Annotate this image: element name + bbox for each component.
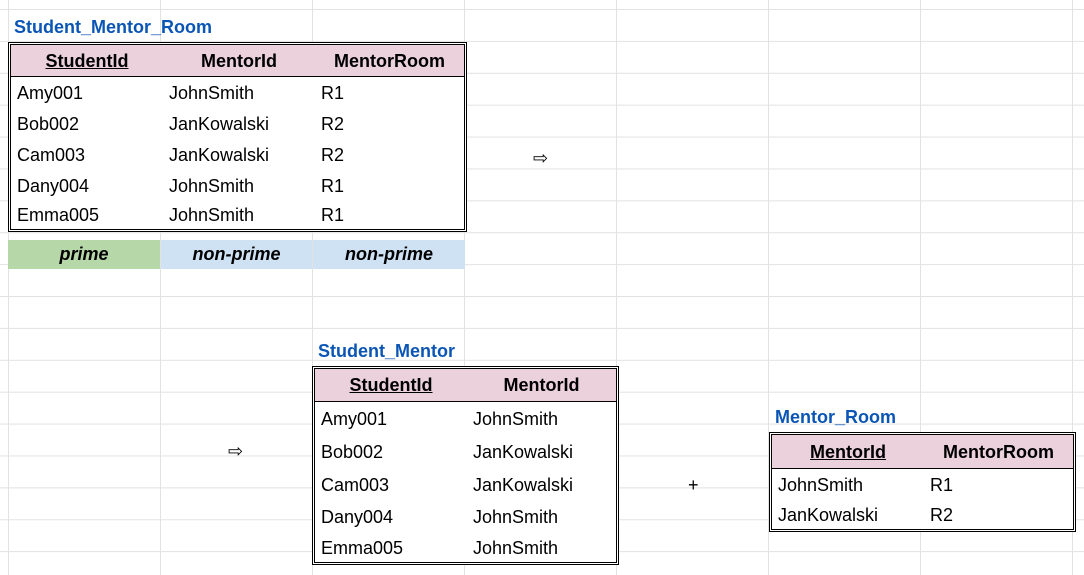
cell-studentid[interactable]: Cam003: [321, 474, 390, 495]
table-row: Dany004 JohnSmith R1: [11, 170, 464, 201]
table-row: Amy001 JohnSmith R1: [11, 77, 464, 108]
cell-mentorroom[interactable]: R2: [321, 144, 345, 165]
table-row: Cam003 JanKowalski: [315, 468, 616, 501]
arrow-right-icon: ⇨: [533, 148, 549, 168]
cell-studentid[interactable]: Amy001: [321, 408, 388, 429]
header-mentorroom[interactable]: MentorRoom: [334, 50, 445, 71]
cell-mentorid[interactable]: JohnSmith: [473, 408, 559, 429]
mentor-room-table: MentorId MentorRoom JohnSmith R1 JanKowa…: [769, 432, 1076, 532]
header-mentorid[interactable]: MentorId: [810, 441, 886, 462]
cell-mentorid[interactable]: JohnSmith: [473, 537, 559, 558]
table-title-student-mentor: Student_Mentor: [318, 341, 455, 361]
student-mentor-table: StudentId MentorId Amy001 JohnSmith Bob0…: [312, 366, 619, 565]
table-row: Dany004 JohnSmith: [315, 501, 616, 533]
cell-mentorroom[interactable]: R2: [321, 113, 345, 134]
table-row: Emma005 JohnSmith: [315, 533, 616, 562]
header-studentid[interactable]: StudentId: [45, 50, 129, 71]
table-row: JanKowalski R2: [772, 501, 1073, 529]
table-row: Amy001 JohnSmith: [315, 402, 616, 435]
table-row: Bob002 JanKowalski R2: [11, 108, 464, 139]
cell-studentid[interactable]: Bob002: [321, 441, 384, 462]
cell-mentorid[interactable]: JohnSmith: [473, 507, 559, 527]
cell-mentorid[interactable]: JohnSmith: [778, 475, 864, 495]
table-header-row: StudentId MentorId MentorRoom: [11, 45, 464, 77]
table-header-row: MentorId MentorRoom: [772, 435, 1073, 469]
table-row: Bob002 JanKowalski: [315, 435, 616, 468]
table-row: Cam003 JanKowalski R2: [11, 139, 464, 170]
cell-studentid[interactable]: Dany004: [321, 507, 394, 527]
table-row: JohnSmith R1: [772, 469, 1073, 501]
cell-studentid[interactable]: Emma005: [321, 537, 404, 558]
table-title-mentor-room: Mentor_Room: [775, 407, 896, 427]
cell-mentorid[interactable]: JanKowalski: [169, 144, 270, 165]
cell-mentorid[interactable]: JanKowalski: [473, 474, 574, 495]
cell-mentorroom[interactable]: R1: [321, 82, 345, 103]
header-studentid[interactable]: StudentId: [349, 375, 433, 395]
cell-mentorroom[interactable]: R2: [930, 505, 954, 525]
cell-mentorid[interactable]: JohnSmith: [169, 82, 255, 103]
cell-studentid[interactable]: Emma005: [17, 205, 100, 225]
table-header-row: StudentId MentorId: [315, 369, 616, 402]
table-row: Emma005 JohnSmith R1: [11, 201, 464, 229]
cell-studentid[interactable]: Bob002: [17, 113, 80, 134]
non-prime-tag[interactable]: non-prime: [313, 240, 465, 269]
cell-mentorid[interactable]: JohnSmith: [169, 175, 255, 196]
arrow-right-icon: ⇨: [228, 441, 244, 461]
plus-icon: +: [688, 475, 699, 495]
header-mentorid[interactable]: MentorId: [201, 50, 277, 71]
cell-studentid[interactable]: Cam003: [17, 144, 86, 165]
cell-mentorid[interactable]: JanKowalski: [473, 441, 574, 462]
cell-mentorroom[interactable]: R1: [930, 475, 954, 495]
header-mentorid[interactable]: MentorId: [503, 375, 580, 395]
cell-studentid[interactable]: Dany004: [17, 175, 90, 196]
cell-mentorroom[interactable]: R1: [321, 205, 345, 225]
non-prime-tag[interactable]: non-prime: [161, 240, 312, 269]
student-mentor-room-table: StudentId MentorId MentorRoom Amy001 Joh…: [8, 42, 467, 232]
cell-studentid[interactable]: Amy001: [17, 82, 84, 103]
cell-mentorid[interactable]: JanKowalski: [169, 113, 270, 134]
cell-mentorroom[interactable]: R1: [321, 175, 345, 196]
cell-mentorid[interactable]: JanKowalski: [778, 505, 879, 525]
cell-mentorid[interactable]: JohnSmith: [169, 205, 255, 225]
header-mentorroom[interactable]: MentorRoom: [943, 441, 1054, 462]
table-title-student-mentor-room: Student_Mentor_Room: [14, 17, 212, 37]
prime-tag[interactable]: prime: [8, 240, 160, 269]
